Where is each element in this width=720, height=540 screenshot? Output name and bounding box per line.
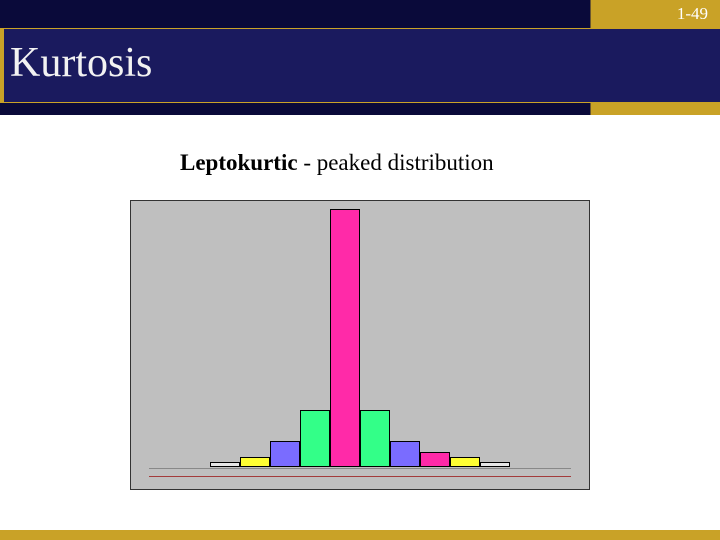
bar-5 bbox=[360, 410, 390, 467]
bars-container bbox=[149, 211, 571, 467]
page-number: 1-49 bbox=[677, 4, 708, 24]
bar-8 bbox=[450, 457, 480, 467]
bar-1 bbox=[240, 457, 270, 467]
bar-4 bbox=[330, 209, 360, 467]
bar-7 bbox=[420, 452, 450, 467]
bar-3 bbox=[300, 410, 330, 467]
bar-0 bbox=[210, 462, 240, 467]
caption-rest: - peaked distribution bbox=[298, 150, 494, 175]
bar-2 bbox=[270, 441, 300, 467]
title-band: Kurtosis bbox=[0, 28, 720, 103]
caption-bold: Leptokurtic bbox=[180, 150, 298, 175]
page-title: Kurtosis bbox=[10, 39, 152, 87]
baseline-gray bbox=[149, 468, 571, 469]
bar-9 bbox=[480, 462, 510, 467]
bar-6 bbox=[390, 441, 420, 467]
below-title-bar bbox=[0, 103, 720, 115]
chart-caption: Leptokurtic - peaked distribution bbox=[180, 150, 494, 176]
bottom-gold-bar bbox=[0, 530, 720, 540]
slide: 1-49 Kurtosis Leptokurtic - peaked distr… bbox=[0, 0, 720, 540]
top-bar bbox=[0, 0, 720, 28]
chart-frame bbox=[130, 200, 590, 490]
baseline-red bbox=[149, 476, 571, 477]
plot-area bbox=[149, 211, 571, 467]
